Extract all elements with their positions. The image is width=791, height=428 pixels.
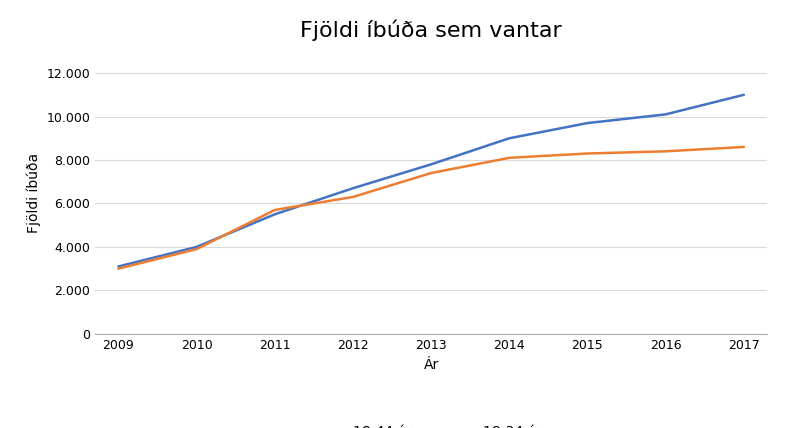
- 18-34 ára: [661, 149, 671, 154]
- Line: 18-34 ára: 18-34 ára: [119, 147, 744, 269]
- 18-44 ára: [191, 244, 201, 250]
- X-axis label: Ár: Ár: [423, 358, 439, 372]
- 18-34 ára: [426, 170, 436, 175]
- 18-34 ára: [348, 194, 358, 199]
- 18-34 ára: [191, 247, 201, 252]
- Line: 18-44 ára: 18-44 ára: [119, 95, 744, 267]
- 18-44 ára: [348, 186, 358, 191]
- Title: Fjöldi íbúða sem vantar: Fjöldi íbúða sem vantar: [301, 20, 562, 42]
- 18-34 ára: [505, 155, 514, 160]
- 18-34 ára: [739, 144, 748, 149]
- 18-44 ára: [270, 212, 279, 217]
- 18-44 ára: [583, 121, 592, 126]
- 18-34 ára: [114, 266, 123, 271]
- 18-34 ára: [583, 151, 592, 156]
- 18-44 ára: [426, 162, 436, 167]
- 18-44 ára: [505, 136, 514, 141]
- Legend: 18-44 ára, 18-34 ára: 18-44 ára, 18-34 ára: [306, 420, 556, 428]
- 18-44 ára: [114, 264, 123, 269]
- 18-44 ára: [661, 112, 671, 117]
- Y-axis label: Fjöldi íbúða: Fjöldi íbúða: [26, 152, 40, 233]
- 18-44 ára: [739, 92, 748, 98]
- 18-34 ára: [270, 208, 279, 213]
